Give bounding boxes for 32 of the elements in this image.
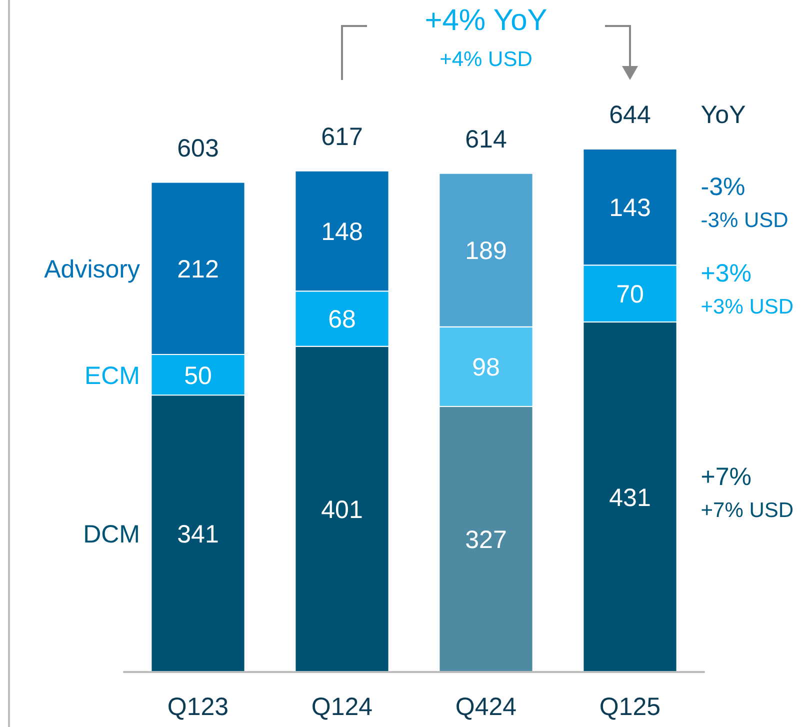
- total-label: 617: [321, 122, 363, 151]
- data-label: 70: [616, 280, 644, 309]
- text: +4% YoY: [424, 4, 548, 37]
- x-tick-label: Q125: [599, 693, 661, 721]
- data-label: 401: [321, 496, 363, 524]
- data-label: 68: [328, 306, 356, 334]
- data-label: 143: [609, 194, 651, 222]
- annotation: +3% USD: [700, 296, 794, 319]
- x-tick-label: Q124: [311, 693, 373, 721]
- data-label: 148: [321, 218, 363, 246]
- annotation: -3%: [700, 173, 746, 202]
- annotation: -3% USD: [700, 209, 788, 232]
- annotation: +7% USD: [700, 498, 794, 522]
- x-tick-label: Q424: [455, 693, 517, 721]
- total-label: 614: [465, 125, 507, 154]
- total-label: 603: [177, 134, 219, 162]
- text: YoY: [700, 101, 746, 129]
- data-label: 327: [465, 526, 507, 554]
- data-label: 341: [177, 520, 219, 549]
- annotation: +7%: [700, 462, 752, 491]
- data-label: 50: [184, 362, 212, 390]
- data-label: 431: [609, 484, 651, 512]
- data-label: 189: [465, 237, 507, 266]
- series-label: DCM: [83, 520, 140, 549]
- total-label: 644: [609, 101, 651, 129]
- annotation: +3%: [700, 260, 752, 288]
- data-label: 212: [177, 255, 219, 284]
- text: +4% USD: [440, 48, 532, 71]
- data-label: 98: [472, 354, 500, 382]
- series-label: Advisory: [44, 255, 140, 284]
- series-label: ECM: [84, 362, 140, 390]
- x-tick-label: Q123: [167, 693, 229, 721]
